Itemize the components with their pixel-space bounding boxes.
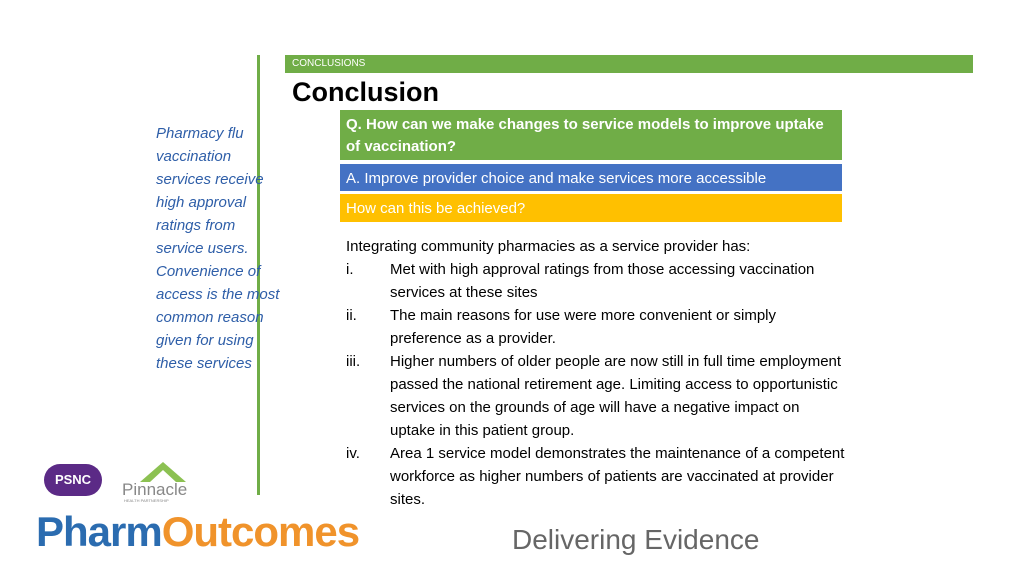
title: Conclusion <box>292 77 439 107</box>
answer-box: A. Improve provider choice and make serv… <box>340 164 842 191</box>
list-item: ii. The main reasons for use were more co… <box>346 304 846 350</box>
question-box: Q. How can we make changes to service mo… <box>340 110 842 160</box>
list-marker: iii. <box>346 353 361 370</box>
list-text: Higher numbers of older people are now s… <box>390 353 842 439</box>
pinnacle-subtitle: HEALTH PARTNERSHIP <box>124 498 169 503</box>
tagline: Delivering Evidence <box>512 524 760 555</box>
intro: Integrating community pharmacies as a se… <box>346 238 751 255</box>
psnc-logo: PSNC <box>44 464 102 496</box>
brand-outcomes: Outcomes <box>161 508 360 555</box>
brand-pharm: Pharm <box>36 508 163 555</box>
list-marker: ii. <box>346 307 357 324</box>
sidebar-text: Pharmacy flu vaccination services receiv… <box>156 125 280 372</box>
list-text: The main reasons for use were more conve… <box>390 307 777 347</box>
list-marker: iv. <box>346 445 360 462</box>
list-item: i. Met with high approval ratings from th… <box>346 258 846 304</box>
list-text: Met with high approval ratings from thos… <box>390 261 815 301</box>
pinnacle-logo: Pinnacle <box>122 480 188 499</box>
how-box: How can this be achieved? <box>340 194 842 222</box>
list-text: Area 1 service model demonstrates the ma… <box>390 445 845 508</box>
list-item: iv. Area 1 service model demonstrates the… <box>346 442 846 511</box>
brand: PharmOutcomes <box>36 508 360 556</box>
list: i. Met with high approval ratings from th… <box>346 258 846 511</box>
section-bar: CONCLUSIONS <box>285 55 973 73</box>
pinnacle-mark <box>140 462 186 482</box>
divider <box>257 55 260 495</box>
list-item: iii. Higher numbers of older people are n… <box>346 350 846 442</box>
body: Integrating community pharmacies as a se… <box>346 235 846 511</box>
list-marker: i. <box>346 261 354 278</box>
